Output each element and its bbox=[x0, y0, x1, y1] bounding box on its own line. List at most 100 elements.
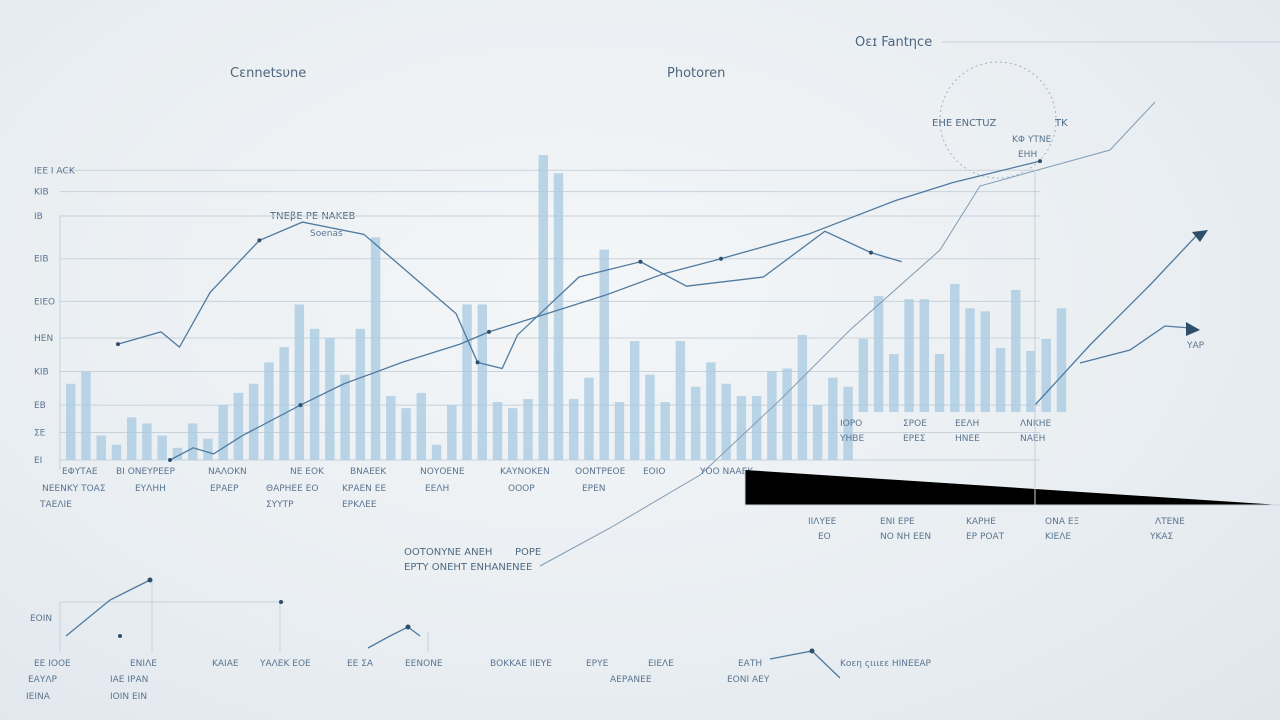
bar bbox=[751, 395, 762, 460]
rbot-label: ΝΑΕΗ bbox=[1020, 434, 1045, 444]
bar bbox=[904, 299, 914, 412]
bar bbox=[462, 304, 472, 460]
bar bbox=[812, 405, 823, 460]
mini-point-2 bbox=[118, 634, 122, 638]
subr1-label: ΕΝΙ ΕΡΕ bbox=[880, 517, 915, 527]
y-tick-label: ΚΙΒ bbox=[34, 368, 49, 378]
right-frame bbox=[744, 470, 1280, 506]
rtop-label: ΛΝΚΗΕ bbox=[1020, 419, 1052, 429]
arrow-head-lower bbox=[1186, 322, 1200, 336]
rtop-label: ΕΕΛΗ bbox=[955, 419, 979, 429]
chart-title-left: Cεnnetsυne bbox=[230, 66, 306, 81]
bar bbox=[1041, 338, 1051, 412]
rbot-label: ΥΗΒΕ bbox=[839, 434, 864, 444]
mini-point-3 bbox=[279, 600, 283, 604]
line-point bbox=[487, 329, 491, 334]
peak-annotation-sub: Sοenas bbox=[310, 229, 343, 239]
bar bbox=[797, 334, 808, 460]
badge-line-3: ΚΦ ΥΤΝΕ bbox=[1012, 135, 1052, 145]
mini-point-4 bbox=[405, 624, 411, 630]
right-labels-top: ΙΟΡΟ ΣΡΟΕ ΕΕΛΗ ΛΝΚΗΕ bbox=[840, 419, 1052, 429]
y-tick-label: ΕΒ bbox=[34, 401, 46, 411]
subr2-label: ΕΡ ΡΟΑΤ bbox=[966, 532, 1005, 542]
line-point bbox=[638, 259, 643, 264]
bar bbox=[858, 338, 869, 412]
chart-title-center: Ρhοtοren bbox=[667, 66, 725, 81]
chart-title-right: Οεɪ Fantηce bbox=[855, 35, 932, 50]
x-tick-row-1: ΕΦΥΤΑΕ ΒΙ ΟΝΕΥΡΕΕΡ ΝΑΛΟΚΝ ΝΕ ΕΟΚ ΒΝΑΕΕΚ ΝΟΥΟΕ… bbox=[62, 467, 754, 477]
brow1-label: ΕΕΝΟΝΕ bbox=[405, 659, 443, 669]
xrow3-label: ΤΑΕΛΙΕ bbox=[39, 500, 72, 510]
mini-point-1 bbox=[147, 577, 153, 583]
xrow1-label: ΒΝΑΕΕΚ bbox=[350, 467, 387, 477]
brow2-label: ΕΟΝΙ ΑΕΥ bbox=[727, 675, 770, 685]
bar bbox=[355, 328, 366, 460]
line-point bbox=[116, 342, 120, 347]
brow2-label: ΕΑΥΛΡ bbox=[28, 675, 57, 685]
brow1-label: ΥΑΛΕΚ ΕΟΕ bbox=[259, 659, 311, 669]
x-tick-row-3: ΤΑΕΛΙΕ ΣΥΥΤΡ ΕΡΚΛΕΕ bbox=[39, 500, 377, 510]
bar bbox=[508, 408, 518, 460]
bar bbox=[721, 383, 731, 460]
bar bbox=[965, 308, 975, 412]
brow1-label: ΕΑΤΗ bbox=[738, 659, 762, 669]
line-point bbox=[868, 250, 873, 255]
brow2-label: ΙΑΕ ΙΡΑΝ bbox=[110, 675, 148, 685]
bar bbox=[218, 405, 228, 460]
bar bbox=[81, 371, 91, 460]
bar bbox=[386, 395, 396, 460]
brow3-label: ΙΕΙΝΑ bbox=[26, 692, 51, 702]
bar bbox=[706, 362, 716, 460]
bar bbox=[187, 423, 198, 460]
trend-line-right-2 bbox=[1079, 325, 1191, 364]
xrow1-label: ΥΟΟ ΝΑΑΕΚ bbox=[699, 467, 754, 477]
y-tick-label: ΕΙΒ bbox=[34, 255, 49, 265]
bar bbox=[96, 435, 106, 460]
badge: ΕΗΕ ΕΝCΤUΖ ΤΚ ΚΦ ΥΤΝΕ ΕΗΗ bbox=[932, 61, 1068, 179]
mid-annotation-1: ΟΟΤΟΝΥΝΕ ΑΝΕΗ bbox=[404, 547, 492, 558]
bar bbox=[538, 155, 548, 460]
bottom-labels-row-1: ΕΕ ΙΟΟΕ ΕΝΙΛΕ ΚΑΙΑΕ ΥΑΛΕΚ ΕΟΕ ΕΕ ΣΑ ΕΕΝΟΝΕ ΒΟΚ… bbox=[34, 659, 932, 669]
xrow1-label: ΝΕ ΕΟΚ bbox=[290, 467, 325, 477]
line-point bbox=[719, 256, 723, 261]
badge-ring bbox=[939, 61, 1057, 179]
bottom-labels-row-3: ΙΕΙΝΑ ΙΟΙΝ ΕΙΝ bbox=[26, 692, 147, 702]
bar bbox=[233, 392, 244, 460]
y-tick-label: ΕΙΕΟ bbox=[34, 297, 55, 307]
y-axis: ΙΕΕ Ι ΑCΚ ΚΙΒ ΙΒ ΕΙΒ ΕΙΕΟ ΗΕΝ ΚΙΒ ΕΒ ΣΕ ΕΙ bbox=[34, 166, 76, 466]
bar-series bbox=[66, 155, 1067, 461]
bar bbox=[203, 438, 213, 460]
bar bbox=[675, 341, 686, 460]
bar bbox=[1011, 290, 1021, 412]
bar bbox=[950, 283, 960, 412]
xrow2-label: ΕΡΑΕΡ bbox=[210, 484, 239, 494]
subr1-label: ΚΑΡΗΕ bbox=[966, 517, 996, 527]
xrow2-label: ΝΕΕΝΚΥ ΤΟΑΣ bbox=[42, 484, 106, 494]
line-point bbox=[298, 403, 303, 408]
bar bbox=[1026, 351, 1036, 412]
subr2-label: ΕΟ bbox=[818, 532, 831, 542]
bar bbox=[934, 354, 945, 412]
y-tick-label: ΙΒ bbox=[34, 212, 43, 222]
bar bbox=[309, 328, 320, 460]
bar bbox=[660, 402, 670, 460]
brow1-label: ΕΕ ΣΑ bbox=[347, 659, 374, 669]
bar bbox=[569, 399, 579, 460]
brow1-label: Κοεη ςιιιεε ΗΙΝΕΕΑΡ bbox=[840, 659, 932, 669]
xrow1-label: ΝΑΛΟΚΝ bbox=[208, 467, 247, 477]
subr2-label: ΚΙΕΛΕ bbox=[1045, 532, 1071, 542]
bar bbox=[919, 299, 930, 412]
y-tick-label: ΣΕ bbox=[34, 429, 46, 439]
badge-line-1: ΕΗΕ ΕΝCΤUΖ bbox=[932, 118, 997, 129]
bar bbox=[416, 392, 427, 460]
bar bbox=[477, 304, 487, 460]
xrow1-label: ΝΟΥΟΕΝΕ bbox=[420, 467, 465, 477]
mid-annotation-2: ΕΡΤΥ ΟΝΕΗΤ ΕΝΗΑΝΕΝΕΕ bbox=[404, 562, 532, 573]
subr2-label: ΝΟ ΝΗ ΕΕΝ bbox=[880, 532, 931, 542]
bar bbox=[736, 395, 747, 460]
bar bbox=[599, 249, 609, 460]
xrow2-label: ΚΡΑΕΝ ΕΕ bbox=[342, 484, 386, 494]
trend-line-long bbox=[539, 101, 1156, 567]
bar bbox=[401, 408, 411, 460]
xrow2-label: ΕΡΕΝ bbox=[582, 484, 606, 494]
